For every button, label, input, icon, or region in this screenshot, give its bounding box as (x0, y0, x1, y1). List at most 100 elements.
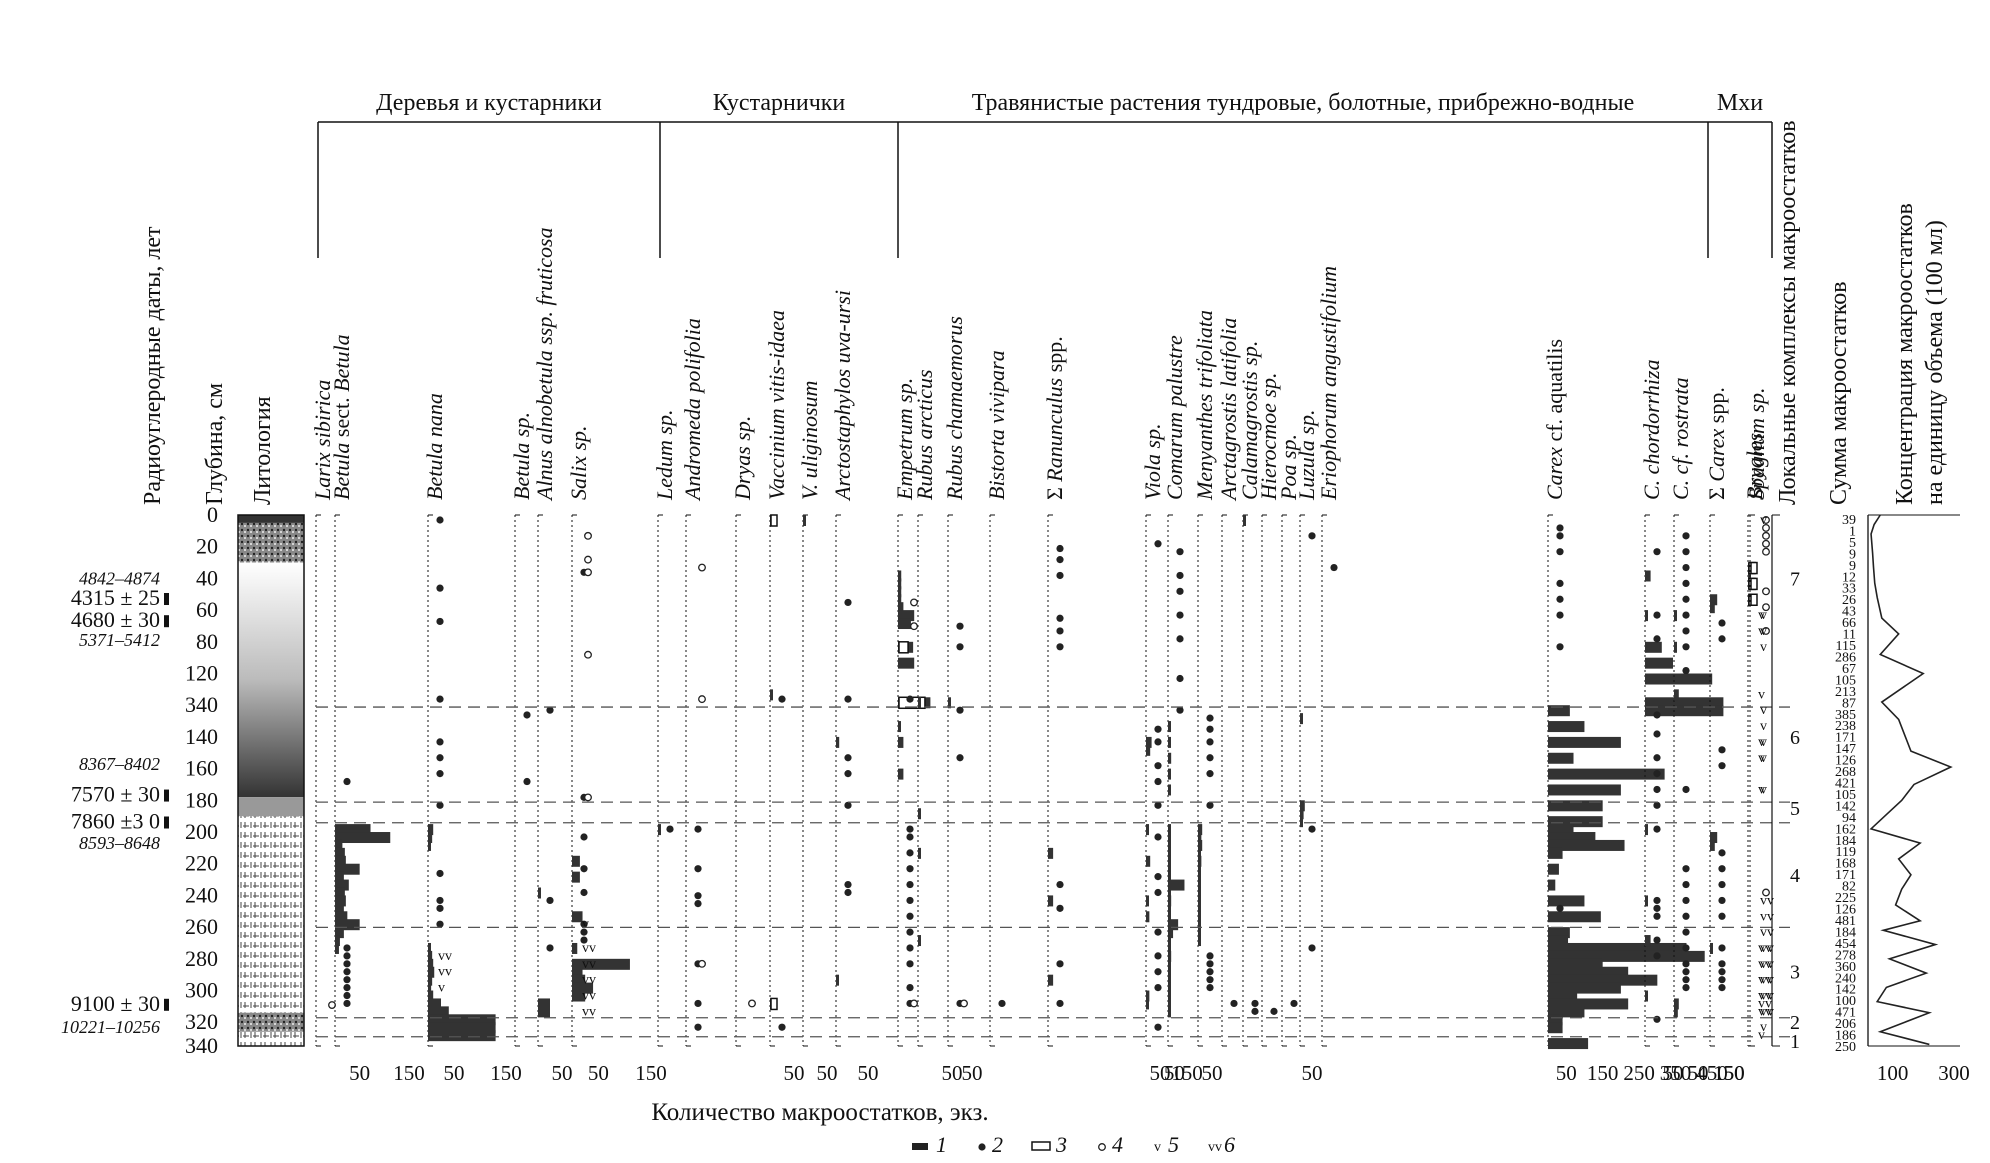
data-dot (1556, 904, 1564, 912)
label-part: Концентрация макроостатков (1892, 203, 1918, 505)
data-bar (572, 966, 583, 978)
data-dot (1653, 912, 1661, 920)
depth-tick-label: 340 (185, 692, 218, 717)
data-dot (1653, 635, 1661, 643)
data-rect (898, 641, 909, 654)
taxon-label-part: Rubus arcticus (912, 369, 937, 501)
data-dot (1682, 960, 1690, 968)
data-bar (572, 990, 586, 1002)
data-rect (770, 997, 778, 1011)
taxon-column: 50 (769, 514, 805, 1085)
data-bar (428, 950, 433, 962)
data-dot (1056, 544, 1064, 553)
data-dot (1056, 999, 1064, 1008)
radiocarbon-date: 10221–10256 (61, 1017, 160, 1037)
taxon-label-part: Poa sp. (1276, 434, 1301, 501)
depth-tick-label: 220 (185, 851, 218, 876)
lith-frame (237, 514, 305, 1047)
taxon-column (1261, 514, 1278, 1047)
data-bar (1548, 982, 1621, 994)
data-dot (906, 983, 914, 992)
legend-label: 6 (1224, 1132, 1235, 1157)
scale-label: 50 (1663, 1061, 1684, 1085)
sum-value: 1 (1849, 524, 1856, 539)
scale-label: 150 (1587, 1061, 1619, 1085)
data-bar (428, 1006, 449, 1018)
data-dot (998, 999, 1006, 1008)
data-dot (1556, 524, 1564, 532)
data-dot (436, 617, 444, 626)
data-v: v (1760, 751, 1767, 766)
taxon-label-part: Calamagrostis sp. (1237, 341, 1262, 500)
data-dot (844, 770, 852, 778)
data-dot (1682, 643, 1690, 651)
data-dot (778, 1023, 786, 1031)
data-bar (572, 974, 586, 986)
data-v: v (1760, 782, 1767, 797)
data-dot (546, 896, 554, 905)
radiocarbon-date: 4315 ± 25 (71, 585, 160, 610)
data-bar (335, 839, 343, 851)
sum-value: 105 (1835, 673, 1856, 688)
data-bar (1146, 998, 1149, 1010)
data-bar (898, 768, 904, 780)
scale-label: 50 (349, 1061, 370, 1085)
taxon-column: 50 150 250 350 450 (1547, 514, 1728, 1085)
sum-value: 39 (1842, 513, 1856, 528)
data-bar (572, 958, 630, 970)
sum-value: 12 (1842, 570, 1856, 585)
data-v: vv (1758, 989, 1772, 1004)
taxon-label-part: C. cf. rostrata (1668, 377, 1693, 500)
data-dot (1556, 532, 1564, 540)
data-rect (770, 514, 778, 527)
complex-label: 2 (1790, 1012, 1800, 1034)
data-bar (1645, 570, 1651, 582)
data-dot (436, 770, 444, 778)
data-bar (1548, 847, 1563, 859)
data-v: vv (1760, 925, 1774, 940)
data-bar (1168, 911, 1171, 923)
data-bar (428, 1030, 496, 1042)
data-bar (1548, 784, 1621, 796)
label-part: Радиоуглеродные даты, лет (140, 226, 166, 505)
data-dot (694, 865, 702, 873)
data-bar (1168, 879, 1185, 891)
data-dot (1154, 928, 1162, 936)
taxon-label: Dryas sp. (730, 416, 755, 501)
data-dot (906, 896, 914, 905)
taxon-label: Bryales (1742, 433, 1767, 500)
data-dot (956, 643, 964, 651)
data-dot (1206, 960, 1214, 968)
data-dot (1206, 801, 1214, 809)
sum-value: 142 (1835, 983, 1856, 998)
taxon-label: Ledum sp. (652, 410, 677, 501)
data-dot (1653, 754, 1661, 762)
data-dot (844, 695, 852, 703)
taxon-column: 50 (1197, 514, 1223, 1085)
complex-label: 1 (1790, 1031, 1800, 1053)
data-dot (1206, 952, 1214, 960)
data-bar (1168, 919, 1179, 931)
data-dot (1176, 706, 1184, 714)
date-marker (164, 615, 169, 628)
data-dot (1330, 563, 1338, 572)
data-bar (1548, 879, 1556, 891)
data-bar (1548, 1014, 1563, 1026)
data-bar (1548, 935, 1569, 947)
sum-value: 33 (1842, 582, 1856, 597)
sum-value: 115 (1836, 639, 1856, 654)
data-bar (1548, 800, 1603, 812)
data-dot (1308, 944, 1316, 952)
data-dot (694, 892, 702, 900)
data-dot (343, 991, 351, 1000)
data-bar (1674, 641, 1677, 653)
data-v: v (1760, 624, 1767, 639)
label-part: Сумма макроостатков (1826, 281, 1852, 505)
data-bar (335, 895, 346, 907)
legend-label: 5 (1168, 1132, 1179, 1157)
data-dot (1653, 730, 1661, 738)
data-rect (1750, 593, 1758, 607)
data-bar (1146, 855, 1151, 867)
taxon-label-part: C. chordorrhiza (1639, 359, 1664, 500)
data-dot (1682, 944, 1690, 952)
